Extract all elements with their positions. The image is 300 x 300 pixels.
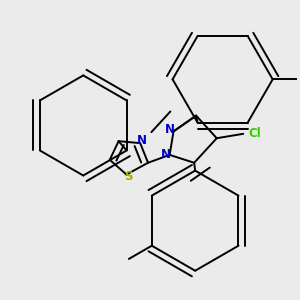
Text: S: S: [124, 170, 132, 183]
Text: Cl: Cl: [248, 127, 261, 140]
Text: N: N: [137, 134, 147, 147]
Text: N: N: [165, 123, 175, 136]
Text: N: N: [161, 148, 171, 160]
